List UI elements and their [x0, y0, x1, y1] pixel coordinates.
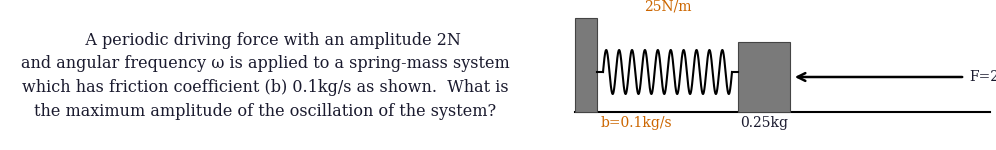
Text: 25N/m: 25N/m: [643, 0, 691, 14]
Bar: [575, 18, 597, 112]
Text: b=0.1kg/s: b=0.1kg/s: [601, 116, 672, 130]
Text: 0.25kg: 0.25kg: [740, 116, 788, 130]
Text: F=2cos(ωt): F=2cos(ωt): [969, 70, 996, 84]
Text: A periodic driving force with an amplitude 2N
and angular frequency ω is applied: A periodic driving force with an amplitu…: [21, 32, 509, 120]
Bar: [738, 42, 790, 112]
